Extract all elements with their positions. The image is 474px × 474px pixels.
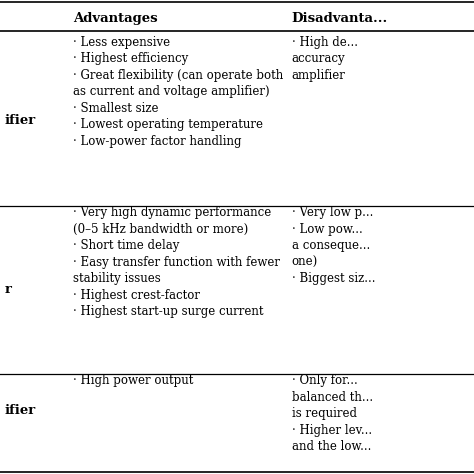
Text: · Very high dynamic performance
(0–5 kHz bandwidth or more)
· Short time delay
·: · Very high dynamic performance (0–5 kHz… bbox=[73, 206, 281, 318]
Text: Advantages: Advantages bbox=[73, 12, 158, 25]
Text: · Very low p...
· Low pow...
a conseque...
one)
· Biggest siz...: · Very low p... · Low pow... a conseque.… bbox=[292, 206, 375, 285]
Text: r: r bbox=[5, 283, 12, 296]
Text: · Less expensive
· Highest efficiency
· Great flexibility (can operate both
as c: · Less expensive · Highest efficiency · … bbox=[73, 36, 284, 147]
Text: ifier: ifier bbox=[5, 114, 36, 128]
Text: · Only for...
balanced th...
is required
· Higher lev...
and the low...: · Only for... balanced th... is required… bbox=[292, 374, 373, 454]
Text: · High power output: · High power output bbox=[73, 374, 194, 387]
Text: Disadvanta...: Disadvanta... bbox=[292, 12, 388, 25]
Text: ifier: ifier bbox=[5, 403, 36, 417]
Text: · High de...
accuracy
amplifier: · High de... accuracy amplifier bbox=[292, 36, 357, 82]
